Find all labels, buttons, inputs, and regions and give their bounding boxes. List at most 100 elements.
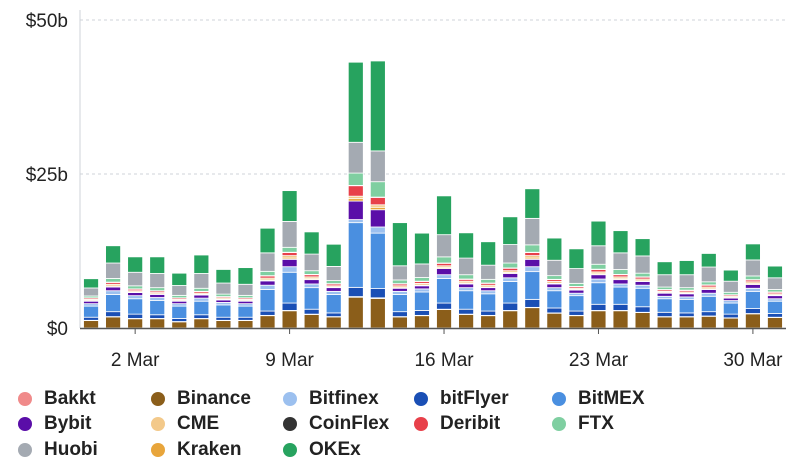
bar-segment-bitflyer — [369, 288, 386, 299]
bar-segment-bitmex — [237, 305, 254, 318]
bar-segment-bybit — [546, 283, 563, 289]
bar-segment-bybit — [414, 285, 430, 290]
legend-swatch — [283, 443, 297, 457]
bar-segment-huobi — [590, 245, 607, 265]
bar-segment-bitflyer — [83, 316, 99, 321]
bar-segment-binance — [259, 315, 276, 329]
bar-segment-bybit — [458, 283, 474, 289]
bar-segment-bitmex — [745, 290, 761, 309]
bar-segment-okex — [414, 232, 430, 265]
bar-stack-14-mar — [392, 222, 408, 329]
bar-segment-okex — [546, 237, 563, 261]
bar-stack-7-mar — [237, 267, 254, 329]
bar-segment-huobi — [281, 221, 298, 248]
bar-stack-8-mar — [259, 227, 276, 329]
bar-stack-30-mar — [745, 243, 761, 329]
x-tick-label: 23 Mar — [569, 350, 629, 371]
bar-segment-okex — [347, 61, 364, 143]
bar-segment-bybit — [369, 209, 386, 228]
legend-item-bitmex: BitMEX — [552, 388, 645, 410]
bar-segment-binance — [347, 296, 364, 329]
bar-segment-huobi — [458, 257, 474, 276]
legend-label: Kraken — [177, 439, 242, 460]
bar-segment-ftx — [480, 278, 497, 284]
bar-segment-binance — [568, 315, 585, 329]
bar-segment-bybit — [745, 284, 761, 289]
bar-segment-huobi — [149, 273, 166, 289]
bar-segment-bitfinex — [369, 226, 386, 234]
bar-segment-bitfinex — [745, 287, 761, 292]
bar-stack-21-mar — [546, 237, 563, 329]
bar-segment-bitmex — [656, 298, 673, 313]
bar-segment-ftx — [105, 278, 121, 283]
bar-segment-okex — [656, 261, 673, 276]
bar-segment-okex — [215, 269, 232, 284]
legend-label: FTX — [578, 413, 614, 434]
bar-segment-bitmex — [590, 282, 607, 305]
bar-segment-ftx — [745, 275, 761, 281]
bar-segment-binance — [700, 315, 717, 329]
bar-segment-ftx — [369, 181, 386, 198]
bar-segment-ftx — [281, 246, 298, 253]
legend-item-bitflyer: bitFlyer — [414, 388, 509, 410]
y-tick-label: $0 — [47, 319, 68, 340]
bar-segment-bybit — [700, 289, 717, 294]
bar-segment-binance — [546, 312, 563, 329]
bar-segment-bitmex — [193, 300, 210, 316]
legend-item-binance: Binance — [151, 388, 251, 410]
bar-segment-bitfinex — [700, 292, 717, 297]
bar-segment-ftx — [259, 270, 276, 277]
bar-segment-bitfinex — [193, 297, 210, 302]
bar-segment-ftx — [502, 262, 519, 269]
legend-item-coinflex: CoinFlex — [283, 413, 389, 435]
legend-label: Bakkt — [44, 388, 96, 409]
x-tick-label: 16 Mar — [414, 350, 474, 371]
bar-segment-huobi — [325, 265, 342, 281]
legend-label: Binance — [177, 388, 251, 409]
legend-label: Deribit — [440, 413, 501, 434]
bar-segment-bitfinex — [281, 266, 298, 273]
bar-segment-bybit — [149, 294, 166, 298]
bar-segment-bitmex — [127, 298, 144, 315]
bar-segment-huobi — [502, 244, 519, 264]
bar-segment-bitmex — [369, 232, 386, 289]
legend-item-bybit: Bybit — [18, 413, 92, 435]
bar-segment-huobi — [700, 266, 717, 283]
y-axis: $0 $25b $50b — [26, 10, 81, 340]
bar-segment-bitfinex — [436, 274, 452, 279]
bar-segment-bitfinex — [414, 288, 430, 293]
bar-segment-bitflyer — [237, 316, 254, 321]
bar-segment-bitfinex — [149, 297, 166, 301]
bar-segment-okex — [105, 245, 121, 264]
bar-segment-huobi — [612, 252, 629, 270]
legend-swatch — [283, 417, 297, 431]
x-tick-label: 30 Mar — [723, 350, 783, 371]
bar-segment-binance — [590, 310, 607, 329]
bar-segment-huobi — [193, 273, 210, 289]
bar-segment-okex — [458, 232, 474, 259]
bar-segment-bitfinex — [634, 284, 651, 289]
bar-stack-19-mar — [502, 216, 519, 329]
bar-segment-huobi — [392, 265, 408, 281]
bar-segment-ftx — [700, 281, 717, 286]
bar-stack-31-mar — [767, 265, 783, 329]
bar-segment-bybit — [259, 280, 276, 286]
bar-segment-bitflyer — [193, 314, 210, 319]
legend-swatch — [283, 392, 297, 406]
bar-segment-bitmex — [458, 290, 474, 310]
bar-segment-okex — [281, 190, 298, 222]
bar-stack-1-mar — [105, 245, 121, 329]
bar-segment-bitflyer — [414, 310, 430, 316]
bar-segment-bitmex — [634, 287, 651, 308]
bar-segment-bitflyer — [700, 311, 717, 317]
bar-segment-huobi — [215, 282, 232, 295]
legend-swatch — [151, 443, 165, 457]
bar-segment-huobi — [347, 141, 364, 174]
bar-segment-bitflyer — [612, 303, 629, 311]
bar-segment-okex — [237, 267, 254, 285]
bar-segment-huobi — [634, 255, 651, 274]
x-tick-label: 9 Mar — [265, 350, 314, 371]
bar-segment-binance — [678, 316, 695, 329]
bar-segment-bitflyer — [347, 286, 364, 297]
legend-swatch — [18, 417, 32, 431]
